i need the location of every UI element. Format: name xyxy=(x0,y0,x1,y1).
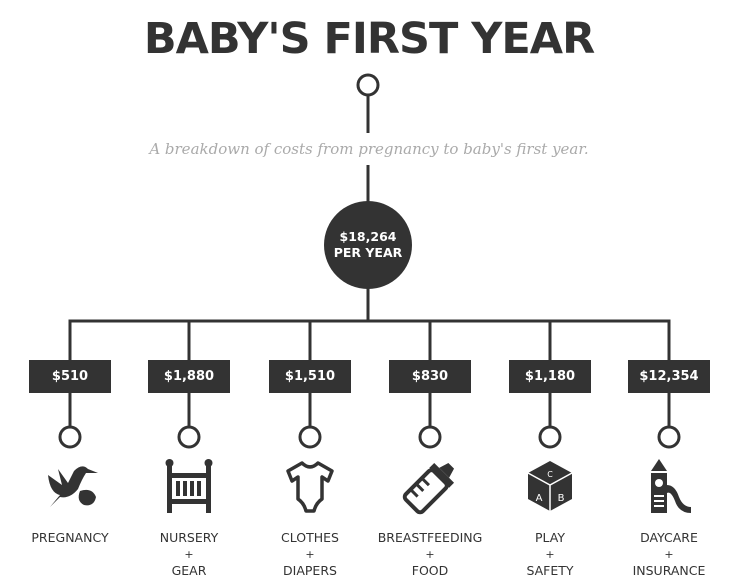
category-play: $1,180 C A B PLAY + SAFETY xyxy=(490,360,610,578)
category-label: NURSERY + GEAR xyxy=(119,530,259,580)
category-label-line1: BREASTFEEDING xyxy=(377,530,483,545)
category-pregnancy: $510 PREGNANCY xyxy=(10,360,130,545)
category-label-line1: PLAY xyxy=(534,530,565,545)
top-node-circle xyxy=(356,73,380,97)
branch-node-circle xyxy=(298,425,322,449)
branch-node-circle xyxy=(58,425,82,449)
svg-text:B: B xyxy=(558,493,565,504)
category-label-line2: DIAPERS xyxy=(283,563,337,578)
svg-text:C: C xyxy=(547,470,553,479)
svg-text:A: A xyxy=(536,493,543,504)
category-label-plus: + xyxy=(664,547,674,561)
stork-icon xyxy=(48,466,98,507)
onesie-icon xyxy=(286,461,334,513)
playground-slide-icon xyxy=(651,459,691,513)
category-label-line1: PREGNANCY xyxy=(31,530,109,545)
category-label: PLAY + SAFETY xyxy=(480,530,620,580)
category-label: PREGNANCY xyxy=(0,530,140,547)
page-title: BABY'S FIRST YEAR xyxy=(143,14,595,64)
category-label-plus: + xyxy=(305,547,315,561)
category-label-line1: NURSERY xyxy=(159,530,219,545)
total-cost-circle: $18,264 PER YEAR xyxy=(324,201,412,289)
category-daycare: $12,354 DAYCARE + INSURANCE xyxy=(609,360,729,578)
category-breastfeeding: $830 BREASTFEEDING + FOOD xyxy=(370,360,490,578)
category-amount: $830 xyxy=(389,360,471,393)
category-label-plus: + xyxy=(545,547,555,561)
abc-block-icon: C A B xyxy=(527,461,573,511)
category-amount: $1,180 xyxy=(509,360,591,393)
category-label: CLOTHES + DIAPERS xyxy=(240,530,380,580)
total-period: PER YEAR xyxy=(333,245,403,260)
crib-icon xyxy=(165,459,213,513)
category-clothes: $1,510 CLOTHES + DIAPERS xyxy=(250,360,370,578)
category-label-line2: FOOD xyxy=(411,563,449,578)
category-label: BREASTFEEDING + FOOD xyxy=(360,530,500,580)
category-label: DAYCARE + INSURANCE xyxy=(599,530,738,580)
category-label-line2: GEAR xyxy=(171,563,207,578)
category-amount: $1,880 xyxy=(148,360,230,393)
branch-node-circle xyxy=(177,425,201,449)
category-label-line1: DAYCARE xyxy=(640,530,698,545)
subtitle: A breakdown of costs from pregnancy to b… xyxy=(149,140,589,158)
category-label-line2: INSURANCE xyxy=(632,563,706,578)
category-label-line2: SAFETY xyxy=(526,563,574,578)
category-label-plus: + xyxy=(425,547,435,561)
total-amount: $18,264 xyxy=(339,229,397,244)
category-amount: $510 xyxy=(29,360,111,393)
category-label-plus: + xyxy=(184,547,194,561)
baby-bottle-icon xyxy=(402,462,455,515)
category-amount: $1,510 xyxy=(269,360,351,393)
branch-node-circle xyxy=(657,425,681,449)
category-amount: $12,354 xyxy=(628,360,710,393)
category-label-line1: CLOTHES xyxy=(281,530,339,545)
branch-node-circle xyxy=(538,425,562,449)
category-nursery: $1,880 NURSERY + GEAR xyxy=(129,360,249,578)
branch-node-circle xyxy=(418,425,442,449)
